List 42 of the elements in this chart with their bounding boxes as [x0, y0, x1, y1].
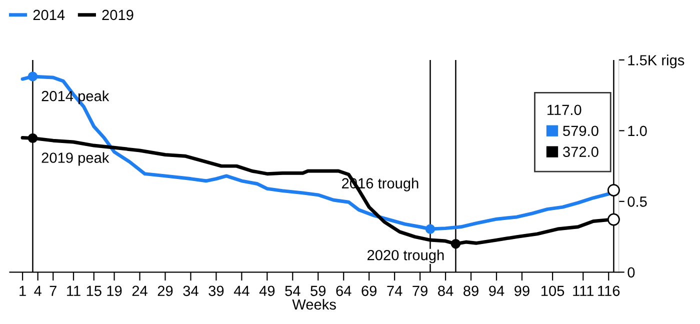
y-tick-label: 0.5	[628, 196, 647, 207]
x-tick-label: 7	[50, 286, 56, 296]
legend-label: 2019	[102, 10, 134, 20]
annotation: 2019 peak	[42, 152, 110, 166]
x-tick-label: 19	[107, 286, 122, 296]
x-tick-label: 24	[132, 286, 148, 296]
annotation: 2014 peak	[42, 90, 110, 104]
x-tick-label: 4	[34, 286, 42, 296]
legend-label: 2014	[33, 10, 65, 20]
x-tick-label: 84	[438, 286, 454, 296]
x-tick-label: 34	[183, 286, 198, 296]
x-tick-label: 11	[67, 286, 80, 296]
x-tick-label: 15	[86, 286, 102, 296]
annotation: 372.0	[563, 146, 598, 158]
x-tick-label: 111	[573, 286, 594, 296]
x-tick-label: 44	[234, 286, 250, 296]
x-tick-label: 39	[208, 286, 224, 296]
x-tick-label: 74	[387, 286, 402, 296]
x-tick-label: 105	[541, 286, 564, 296]
x-tick-label: 69	[362, 286, 377, 296]
point	[28, 72, 38, 82]
annotation: 579.0	[563, 126, 598, 136]
x-tick-label: 1	[20, 286, 26, 296]
x-axis-title: Weeks	[292, 298, 336, 310]
annotation: 117.0	[548, 104, 582, 116]
x-tick-label: 89	[464, 286, 478, 296]
x-tick-label: 94	[489, 286, 504, 296]
x-tick-label: 79	[412, 286, 428, 296]
y-tick-label: 1.0	[628, 126, 647, 136]
point	[28, 133, 38, 144]
point	[450, 239, 461, 249]
x-tick-label: 64	[336, 286, 352, 296]
annotation: 2020 trough	[368, 250, 444, 264]
x-tick-label: 49	[259, 286, 275, 296]
y-tick-label: 1.5K rigs	[628, 54, 684, 68]
y-tick-label: 0	[628, 267, 635, 278]
x-tick-label: 29	[158, 286, 173, 296]
x-tick-label: 59	[310, 286, 326, 296]
x-tick-label: 54	[285, 286, 300, 296]
x-tick-label: 116	[598, 286, 620, 296]
x-tick-label: 99	[514, 286, 530, 296]
point	[425, 224, 436, 234]
